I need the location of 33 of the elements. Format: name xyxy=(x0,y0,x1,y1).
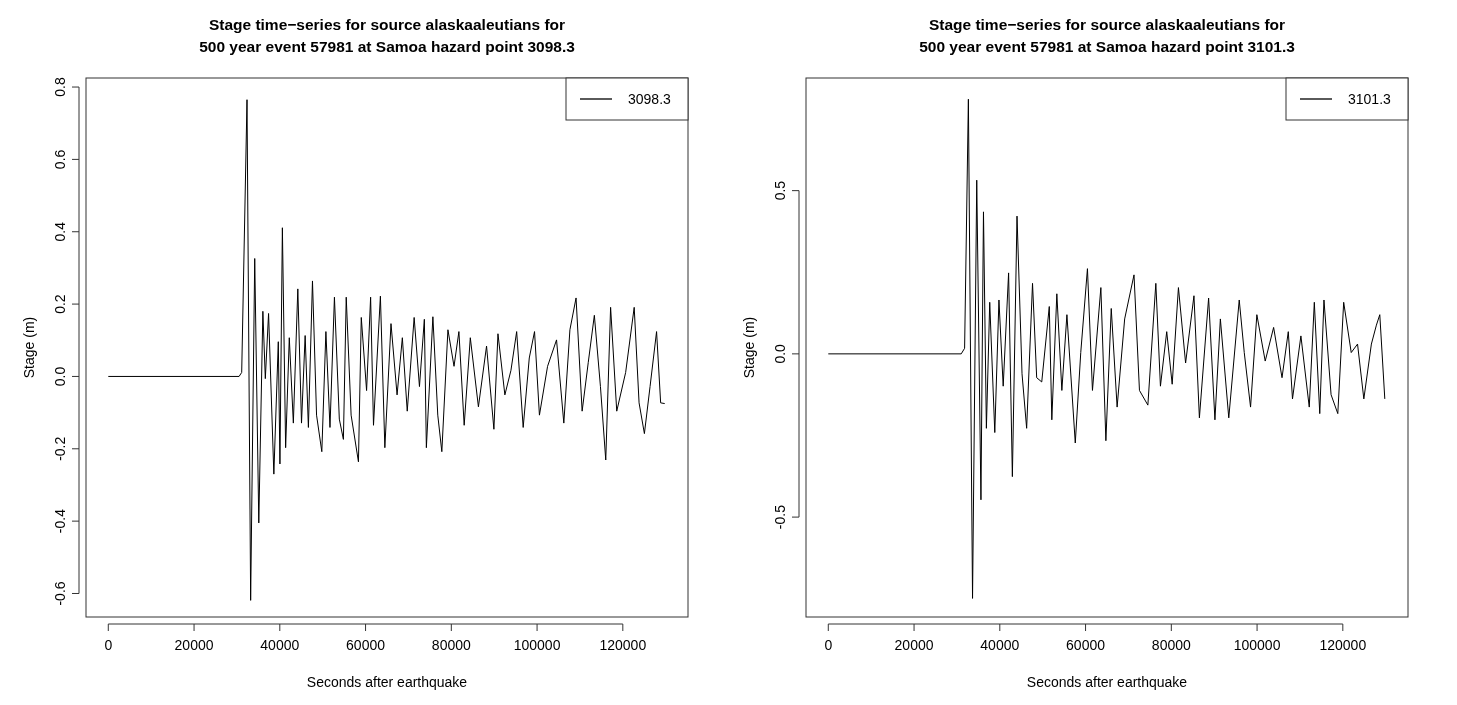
y-tick-label: 0.4 xyxy=(52,221,68,242)
x-axis-title: Seconds after earthquake xyxy=(306,674,468,690)
y-tick-label: 0.8 xyxy=(52,77,68,97)
y-tick-label: 0.2 xyxy=(52,294,68,314)
x-tick-label: 20000 xyxy=(174,637,214,653)
chart-title: Stage time−series for source alaskaaleutians for 500 year event 57981 at Samoa hazard point 3101.3 xyxy=(919,16,1296,55)
y-tick-label: 0.5 xyxy=(772,180,788,201)
x-tick-label: 0 xyxy=(104,637,113,653)
x-tick-label: 80000 xyxy=(1151,637,1191,653)
x-tick-label: 60000 xyxy=(1066,637,1106,653)
x-tick-label: 60000 xyxy=(346,637,386,653)
y-axis-title: Stage (m) xyxy=(741,316,757,379)
y-tick-label: 0.0 xyxy=(772,343,788,364)
y-tick-label: -0.5 xyxy=(772,504,788,530)
x-tick-label: 40000 xyxy=(260,637,300,653)
legend-label: 3098.3 xyxy=(628,91,672,107)
y-tick-label: -0.6 xyxy=(52,581,68,606)
x-tick-label: 100000 xyxy=(1233,637,1281,653)
x-tick-label: 0 xyxy=(824,637,833,653)
x-tick-label: 100000 xyxy=(513,637,561,653)
x-tick-label: 80000 xyxy=(431,637,471,653)
x-tick-label: 120000 xyxy=(1319,637,1367,653)
x-axis-title: Seconds after earthquake xyxy=(1026,674,1188,690)
x-tick-label: 20000 xyxy=(894,637,934,653)
y-tick-label: -0.2 xyxy=(52,436,68,461)
x-tick-label: 40000 xyxy=(980,637,1020,653)
chart-title: Stage time−series for source alaskaaleutians for 500 year event 57981 at Samoa hazard point 3098.3 xyxy=(199,16,576,55)
x-tick-label: 120000 xyxy=(599,637,647,653)
y-axis-title: Stage (m) xyxy=(21,316,37,379)
y-tick-label: 0.0 xyxy=(52,366,68,387)
y-tick-label: 0.6 xyxy=(52,149,68,170)
y-tick-label: -0.4 xyxy=(52,508,68,534)
legend-label: 3101.3 xyxy=(1348,91,1392,107)
